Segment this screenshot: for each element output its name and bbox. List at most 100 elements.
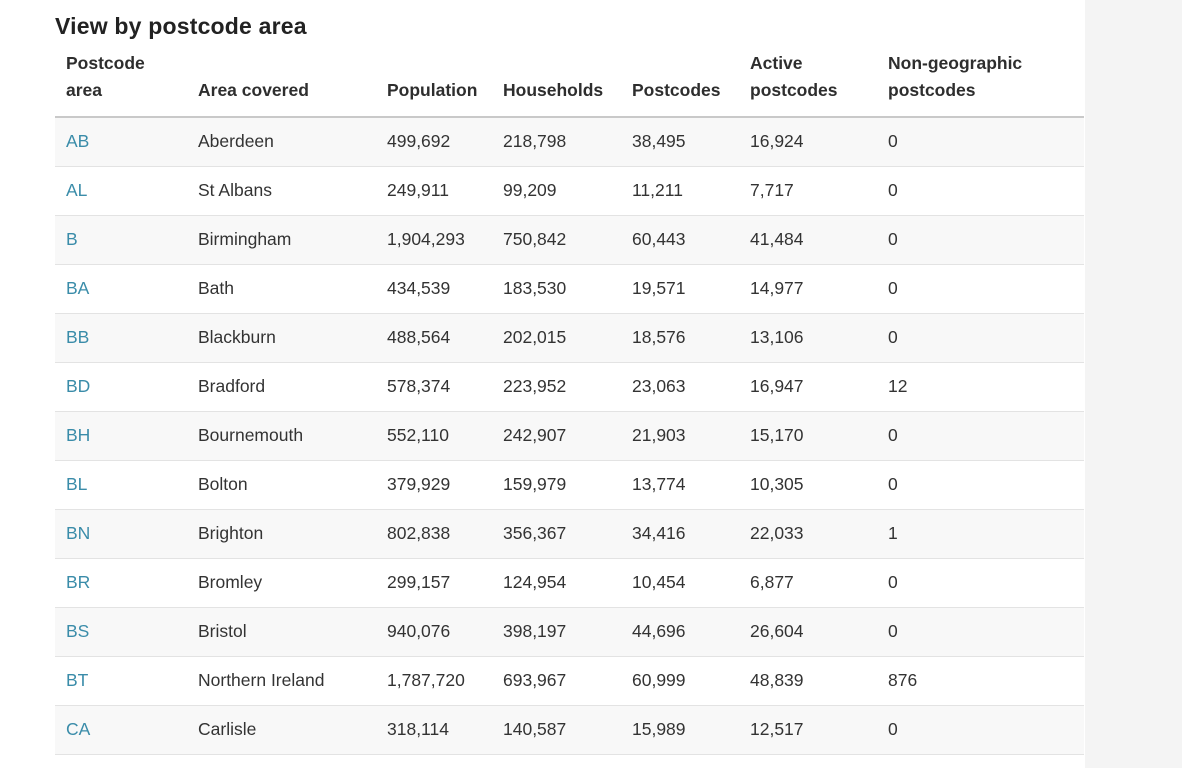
column-header-active-postcodes: Active postcodes — [739, 50, 877, 118]
area-covered-cell: Aberdeen — [187, 117, 376, 167]
postcodes-cell: 19,571 — [621, 264, 739, 314]
postcode-area-link[interactable]: B — [66, 229, 78, 249]
non-geographic-postcodes-cell: 0 — [877, 117, 1084, 167]
area-covered-cell: Carlisle — [187, 705, 376, 755]
population-cell: 940,076 — [376, 607, 492, 657]
postcodes-cell: 38,495 — [621, 117, 739, 167]
table-row: AB Aberdeen 499,692 218,798 38,495 16,92… — [55, 117, 1084, 167]
population-cell: 802,838 — [376, 509, 492, 559]
households-cell: 750,842 — [492, 215, 621, 265]
population-cell: 552,110 — [376, 411, 492, 461]
postcode-area-link[interactable]: BR — [66, 572, 91, 592]
active-postcodes-cell: 48,839 — [739, 656, 877, 706]
households-cell: 242,907 — [492, 411, 621, 461]
population-cell: 499,692 — [376, 117, 492, 167]
area-covered-cell: Bournemouth — [187, 411, 376, 461]
non-geographic-postcodes-cell: 0 — [877, 411, 1084, 461]
active-postcodes-cell: 22,033 — [739, 509, 877, 559]
households-cell: 218,798 — [492, 117, 621, 167]
area-covered-cell: Birmingham — [187, 215, 376, 265]
postcode-area-cell: BS — [55, 607, 187, 657]
postcodes-cell: 21,903 — [621, 411, 739, 461]
area-covered-cell: Bath — [187, 264, 376, 314]
column-header-households: Households — [492, 50, 621, 118]
non-geographic-postcodes-cell: 1 — [877, 509, 1084, 559]
population-cell: 249,911 — [376, 166, 492, 216]
postcode-area-cell: BR — [55, 558, 187, 608]
population-cell: 488,564 — [376, 313, 492, 363]
postcode-area-link[interactable]: BT — [66, 670, 89, 690]
postcodes-cell: 11,211 — [621, 166, 739, 216]
non-geographic-postcodes-cell: 0 — [877, 166, 1084, 216]
postcode-area-cell: BB — [55, 313, 187, 363]
postcode-area-link[interactable]: AB — [66, 131, 90, 152]
table-row: BS Bristol 940,076 398,197 44,696 26,604… — [55, 607, 1084, 657]
table-row: BB Blackburn 488,564 202,015 18,576 13,1… — [55, 313, 1084, 363]
postcode-area-link[interactable]: BH — [66, 425, 91, 445]
active-postcodes-cell: 16,947 — [739, 362, 877, 412]
postcode-area-cell: B — [55, 215, 187, 265]
postcode-area-link[interactable]: BB — [66, 327, 90, 347]
table-row: BN Brighton 802,838 356,367 34,416 22,03… — [55, 509, 1084, 559]
households-cell: 99,209 — [492, 166, 621, 216]
non-geographic-postcodes-cell: 0 — [877, 705, 1084, 755]
active-postcodes-cell: 15,170 — [739, 411, 877, 461]
area-covered-cell: Bristol — [187, 607, 376, 657]
households-cell: 202,015 — [492, 313, 621, 363]
postcode-area-link[interactable]: BL — [66, 474, 88, 494]
postcodes-cell: 13,774 — [621, 460, 739, 510]
active-postcodes-cell: 41,484 — [739, 215, 877, 265]
column-header-population: Population — [376, 50, 492, 118]
table-row: BR Bromley 299,157 124,954 10,454 6,877 … — [55, 558, 1084, 608]
page-background-gutter — [1085, 0, 1182, 768]
postcode-area-cell: CA — [55, 705, 187, 755]
postcode-area-cell: AB — [55, 117, 187, 167]
postcodes-cell: 44,696 — [621, 607, 739, 657]
table-row: CA Carlisle 318,114 140,587 15,989 12,51… — [55, 705, 1084, 755]
population-cell: 1,904,293 — [376, 215, 492, 265]
non-geographic-postcodes-cell: 0 — [877, 558, 1084, 608]
population-cell: 434,539 — [376, 264, 492, 314]
postcode-area-cell: BL — [55, 460, 187, 510]
area-covered-cell: Bradford — [187, 362, 376, 412]
postcode-area-link[interactable]: AL — [66, 180, 88, 200]
population-cell: 1,787,720 — [376, 656, 492, 706]
postcodes-cell: 15,989 — [621, 705, 739, 755]
non-geographic-postcodes-cell: 0 — [877, 313, 1084, 363]
households-cell: 159,979 — [492, 460, 621, 510]
non-geographic-postcodes-cell: 12 — [877, 362, 1084, 412]
postcodes-cell: 34,416 — [621, 509, 739, 559]
postcodes-cell: 18,576 — [621, 313, 739, 363]
table-row: BA Bath 434,539 183,530 19,571 14,977 0 — [55, 264, 1084, 314]
postcode-area-link[interactable]: CA — [66, 719, 91, 739]
postcode-area-link[interactable]: BS — [66, 621, 90, 641]
postcode-area-cell: BN — [55, 509, 187, 559]
postcodes-cell: 60,999 — [621, 656, 739, 706]
area-covered-cell: Brighton — [187, 509, 376, 559]
table-row: AL St Albans 249,911 99,209 11,211 7,717… — [55, 166, 1084, 216]
households-cell: 140,587 — [492, 705, 621, 755]
households-cell: 223,952 — [492, 362, 621, 412]
area-covered-cell: Blackburn — [187, 313, 376, 363]
area-covered-cell: St Albans — [187, 166, 376, 216]
active-postcodes-cell: 12,517 — [739, 705, 877, 755]
non-geographic-postcodes-cell: 0 — [877, 264, 1084, 314]
active-postcodes-cell: 7,717 — [739, 166, 877, 216]
active-postcodes-cell: 6,877 — [739, 558, 877, 608]
active-postcodes-cell: 14,977 — [739, 264, 877, 314]
postcode-area-cell: BD — [55, 362, 187, 412]
postcode-area-link[interactable]: BN — [66, 523, 91, 543]
active-postcodes-cell: 10,305 — [739, 460, 877, 510]
column-header-postcodes: Postcodes — [621, 50, 739, 118]
postcode-area-link[interactable]: BA — [66, 278, 90, 298]
non-geographic-postcodes-cell: 876 — [877, 656, 1084, 706]
postcode-area-table: Postcode area Area covered Population Ho… — [55, 50, 1084, 755]
postcode-area-cell: BA — [55, 264, 187, 314]
population-cell: 318,114 — [376, 705, 492, 755]
active-postcodes-cell: 13,106 — [739, 313, 877, 363]
postcode-area-link[interactable]: BD — [66, 376, 91, 396]
area-covered-cell: Bolton — [187, 460, 376, 510]
non-geographic-postcodes-cell: 0 — [877, 607, 1084, 657]
population-cell: 379,929 — [376, 460, 492, 510]
